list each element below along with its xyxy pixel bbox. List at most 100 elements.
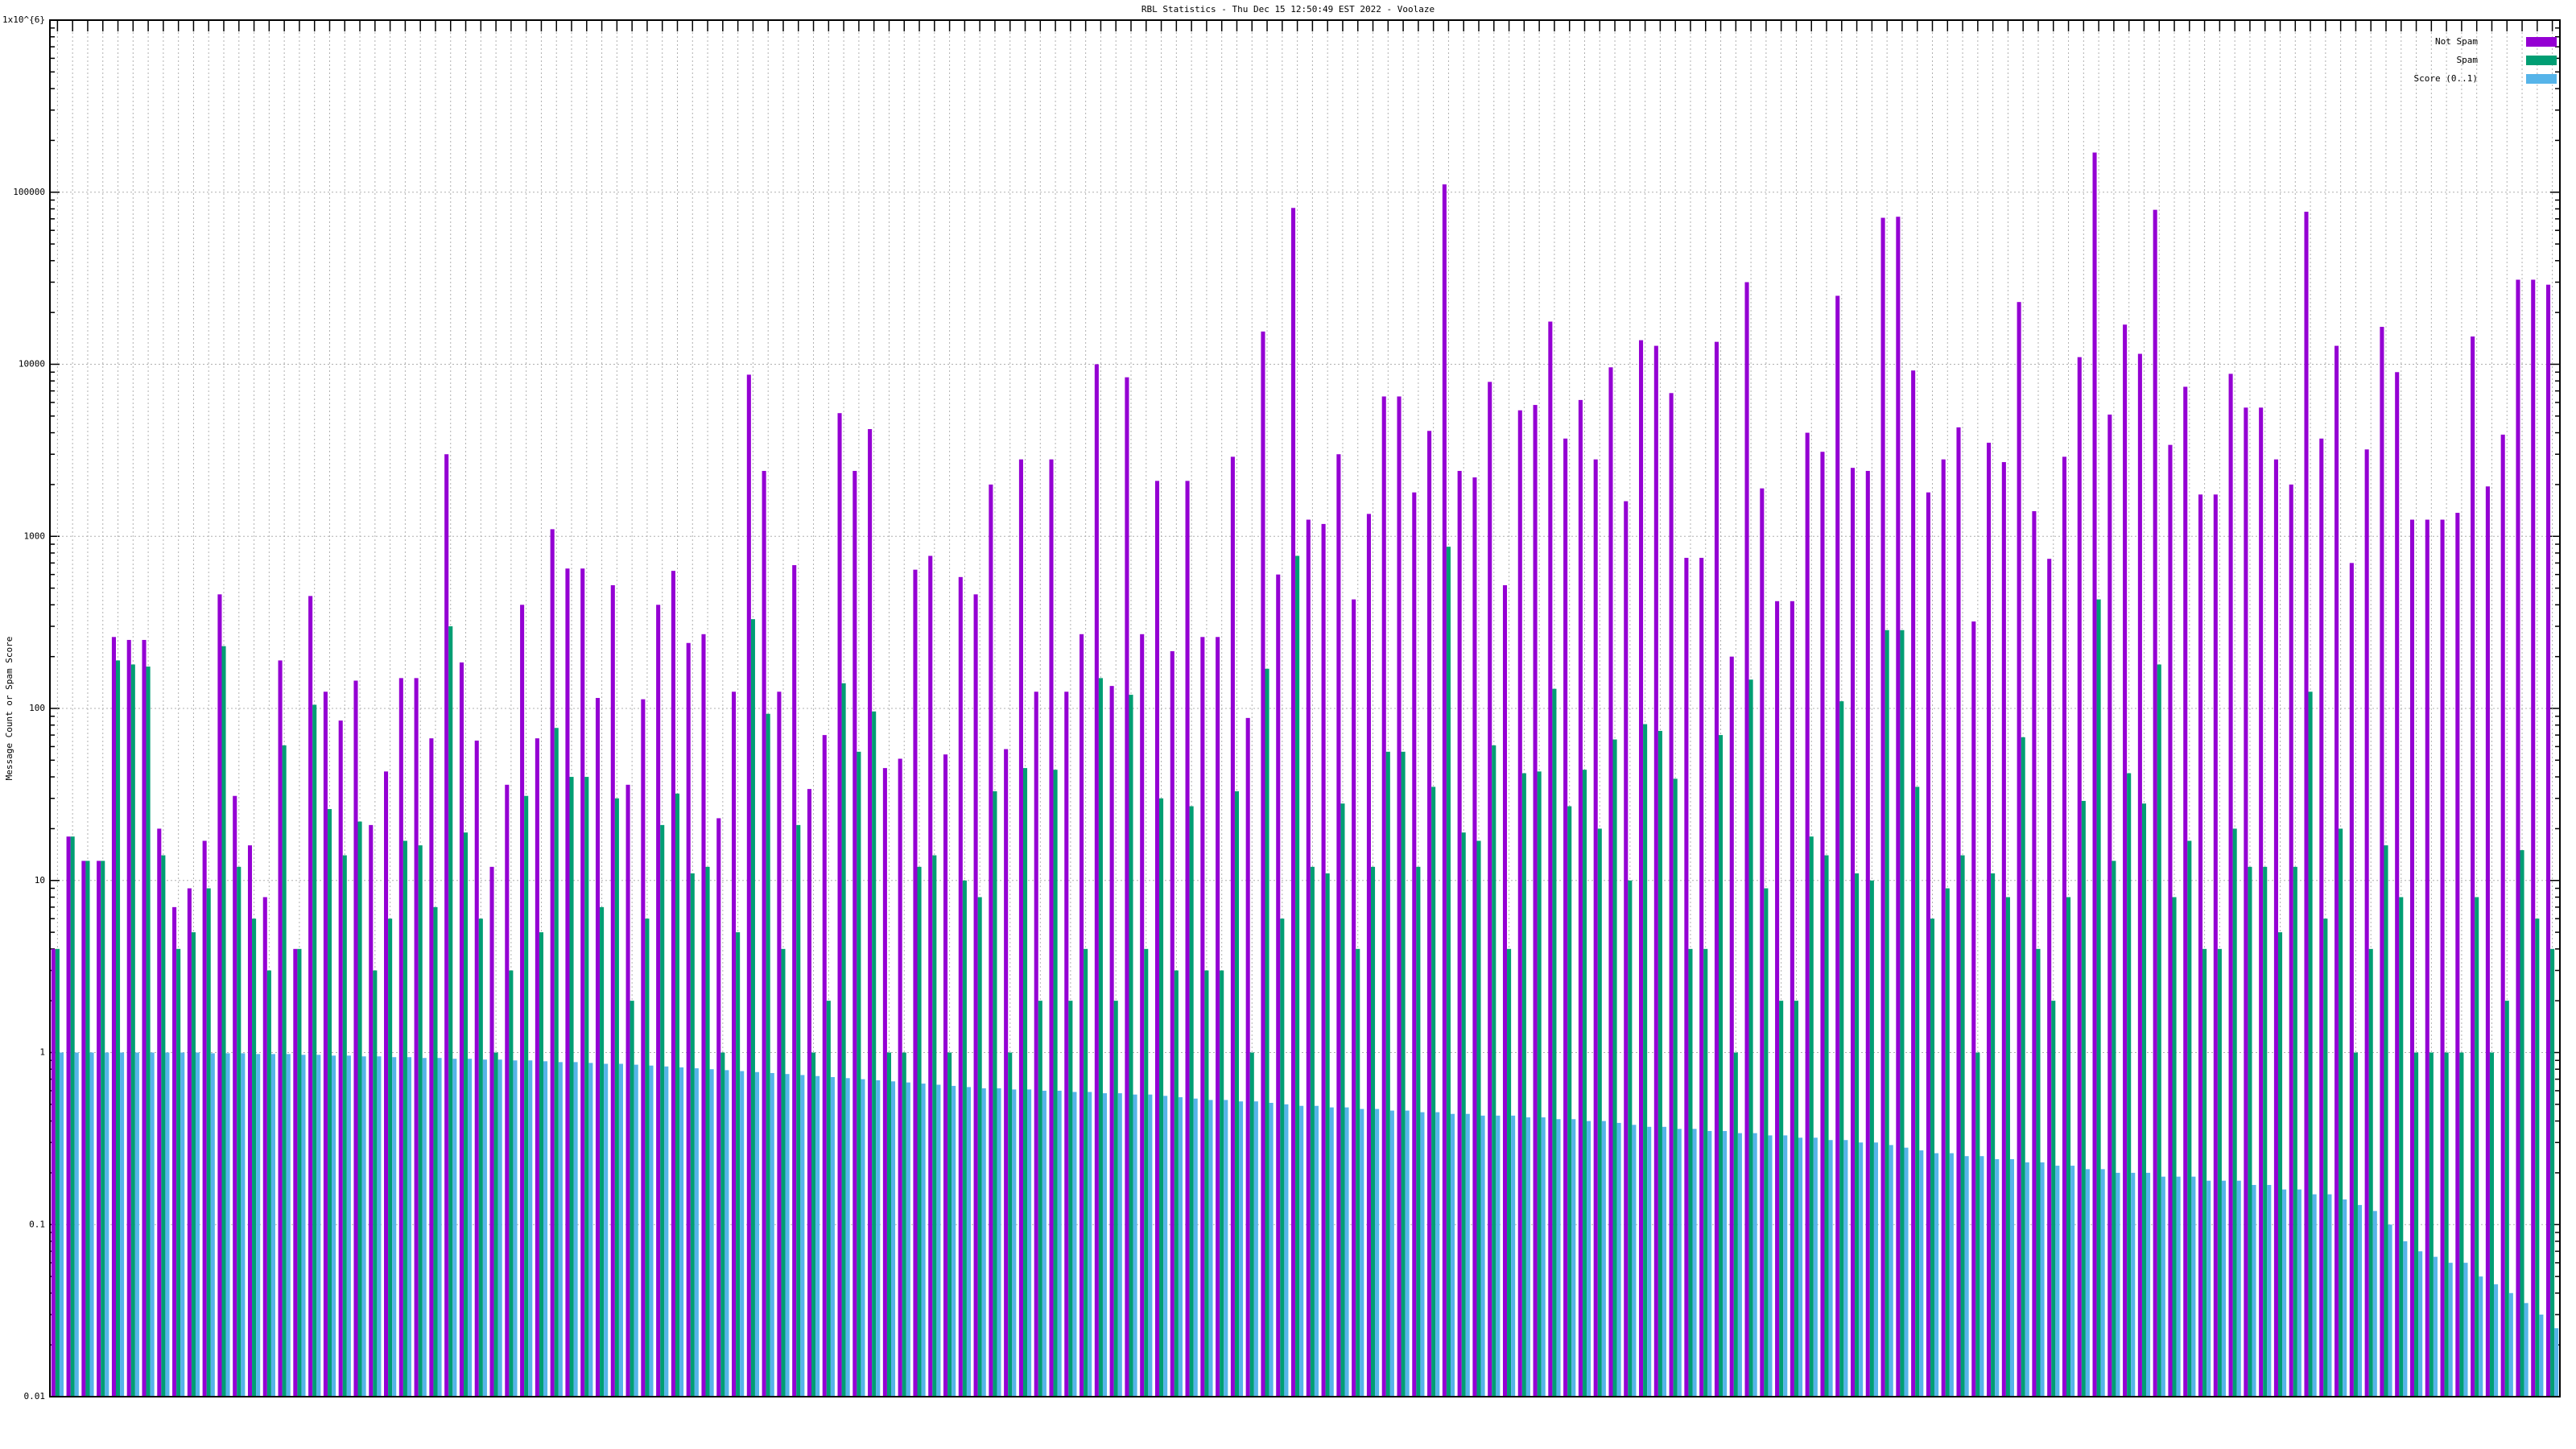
- bar: [2168, 444, 2173, 1397]
- bar: [74, 1052, 79, 1397]
- bar: [468, 1059, 473, 1397]
- bar: [2524, 1302, 2529, 1397]
- bar: [656, 605, 661, 1397]
- bar: [1979, 1156, 1984, 1397]
- bar: [746, 374, 751, 1397]
- bar: [1507, 948, 1512, 1397]
- bar: [2036, 948, 2041, 1397]
- bar: [1224, 1100, 1228, 1397]
- bar: [1012, 1089, 1017, 1397]
- bar: [414, 678, 419, 1397]
- bar: [1412, 492, 1417, 1397]
- bar: [857, 751, 861, 1397]
- bar: [1261, 331, 1265, 1397]
- bar: [1200, 637, 1205, 1397]
- bar: [1193, 1098, 1198, 1397]
- bar: [398, 678, 403, 1397]
- bar: [906, 1082, 910, 1397]
- bar: [1744, 282, 1749, 1397]
- bar: [297, 948, 302, 1397]
- bar: [2191, 1176, 2196, 1397]
- bar: [1533, 405, 1538, 1397]
- bar: [221, 646, 226, 1397]
- bar: [1805, 432, 1810, 1397]
- bar: [332, 1055, 336, 1397]
- legend-label: Spam: [2457, 55, 2479, 65]
- bar: [1521, 773, 1526, 1397]
- bar: [2070, 1166, 2075, 1397]
- bar: [1352, 599, 1356, 1397]
- bar: [338, 720, 343, 1397]
- bar: [497, 1059, 502, 1397]
- bar: [811, 1052, 816, 1397]
- bar: [241, 1053, 246, 1397]
- bar: [1204, 970, 1209, 1397]
- bar: [595, 698, 601, 1397]
- bar: [2263, 866, 2268, 1397]
- bar: [2232, 828, 2237, 1397]
- bar: [997, 1088, 1001, 1397]
- bar: [785, 1074, 790, 1397]
- bar: [1775, 601, 1780, 1397]
- bar: [1163, 1096, 1168, 1397]
- bar: [1018, 459, 1023, 1397]
- bar: [1461, 832, 1466, 1397]
- bar: [66, 836, 71, 1397]
- bar: [2116, 1172, 2120, 1397]
- bar: [766, 713, 770, 1397]
- bar: [1688, 948, 1693, 1397]
- bar: [1038, 1001, 1042, 1397]
- bar: [554, 728, 559, 1397]
- bar: [384, 771, 389, 1397]
- bar: [1956, 427, 1961, 1397]
- bar: [1632, 1125, 1637, 1397]
- bar: [2161, 1176, 2165, 1397]
- bar: [2077, 357, 2082, 1397]
- bar: [2459, 1052, 2464, 1397]
- bar: [845, 1078, 850, 1397]
- bar: [898, 758, 902, 1397]
- bar: [206, 888, 211, 1397]
- bar: [1239, 1101, 1244, 1397]
- bar: [2339, 828, 2343, 1397]
- bar: [1764, 888, 1769, 1397]
- bar: [1571, 1119, 1576, 1397]
- bar: [630, 1001, 634, 1397]
- bar: [433, 906, 438, 1397]
- bar: [2172, 897, 2177, 1397]
- bar: [452, 1059, 457, 1397]
- bar: [868, 429, 873, 1397]
- bar: [2207, 1180, 2211, 1397]
- legend-swatch: [2526, 56, 2557, 65]
- bar: [2277, 932, 2283, 1397]
- bar: [1991, 873, 1996, 1397]
- bar: [1208, 1100, 1213, 1397]
- bar: [1295, 555, 1300, 1397]
- bar: [2494, 1284, 2499, 1397]
- bar: [2123, 324, 2128, 1397]
- bar: [2463, 1262, 2468, 1397]
- bar: [1094, 364, 1099, 1397]
- bar: [1480, 1115, 1485, 1397]
- bar: [2429, 1052, 2434, 1397]
- bar: [2112, 861, 2116, 1397]
- bar: [2395, 372, 2400, 1397]
- bar: [1647, 1126, 1652, 1397]
- bar: [2471, 336, 2475, 1397]
- bar: [1839, 701, 1844, 1397]
- bar: [550, 529, 555, 1397]
- bar: [1178, 1096, 1183, 1397]
- bar: [509, 970, 514, 1397]
- bar: [2455, 513, 2460, 1397]
- bar: [1541, 1117, 1546, 1397]
- bar: [270, 1054, 275, 1397]
- bar: [1552, 688, 1557, 1397]
- bar: [2433, 1257, 2438, 1397]
- bar: [1321, 523, 1326, 1397]
- bar: [1729, 656, 1734, 1397]
- bar: [2040, 1162, 2045, 1397]
- bar: [316, 1055, 321, 1397]
- bar: [2440, 519, 2445, 1397]
- bar: [346, 1055, 351, 1397]
- bar: [1117, 1093, 1122, 1397]
